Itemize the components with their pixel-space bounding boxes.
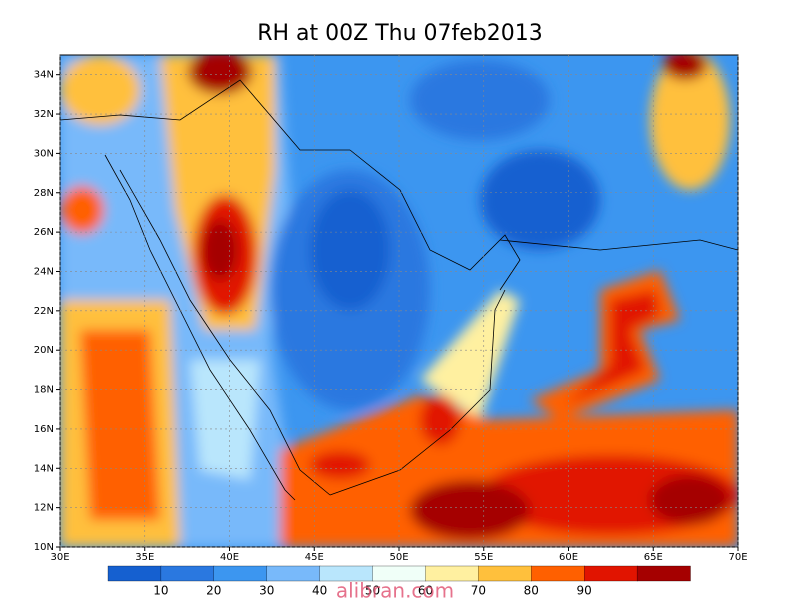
colorbar-label: 20 xyxy=(206,584,221,598)
colorbar-label: 10 xyxy=(153,584,168,598)
colorbar-box xyxy=(107,565,162,582)
lon-tick-label: 30E xyxy=(50,552,69,563)
lon-tick-label: 35E xyxy=(135,552,154,563)
colorbar-box xyxy=(213,565,268,582)
lat-tick-label: 30N xyxy=(34,148,54,159)
lon-tick-label: 40E xyxy=(220,552,239,563)
colorbar-box xyxy=(478,565,532,582)
colorbar-label: 80 xyxy=(524,584,539,598)
lat-tick-label: 12N xyxy=(34,503,54,514)
colorbar-label: 70 xyxy=(471,584,486,598)
lat-tick-label: 28N xyxy=(34,188,54,199)
colorbar-box xyxy=(584,565,638,582)
colorbar-box xyxy=(531,565,585,582)
lat-tick-label: 16N xyxy=(34,424,54,435)
title: RH at 00Z Thu 07feb2013 xyxy=(257,21,543,46)
lon-tick-label: 65E xyxy=(644,552,663,563)
colorbar-box xyxy=(160,565,215,582)
lat-tick-label: 20N xyxy=(34,345,54,356)
colorbar-label: 40 xyxy=(312,584,327,598)
coastlines xyxy=(60,79,738,501)
lon-tick-label: 60E xyxy=(559,552,578,563)
colorbar-box xyxy=(266,565,321,582)
watermark: alibran.com xyxy=(336,579,454,600)
lat-tick-label: 26N xyxy=(34,227,54,238)
colorbar-label: 90 xyxy=(577,584,592,598)
colorbar-label: 30 xyxy=(259,584,274,598)
colorbar-label: 50 xyxy=(365,584,380,598)
lat-tick-label: 18N xyxy=(34,385,54,396)
lat-tick-label: 34N xyxy=(34,70,54,81)
lat-tick-label: 24N xyxy=(34,266,54,277)
lat-tick-label: 10N xyxy=(34,542,54,553)
lon-tick-label: 55E xyxy=(474,552,493,563)
colorbar-box xyxy=(636,565,691,582)
lon-tick-label: 45E xyxy=(305,552,324,563)
lat-tick-label: 22N xyxy=(34,306,54,317)
lon-tick-label: 70E xyxy=(728,552,747,563)
colorbar-label: 60 xyxy=(418,584,433,598)
lon-tick-label: 50E xyxy=(389,552,408,563)
lat-tick-label: 14N xyxy=(34,463,54,474)
lat-tick-label: 32N xyxy=(34,109,54,120)
rh-field xyxy=(60,55,738,547)
